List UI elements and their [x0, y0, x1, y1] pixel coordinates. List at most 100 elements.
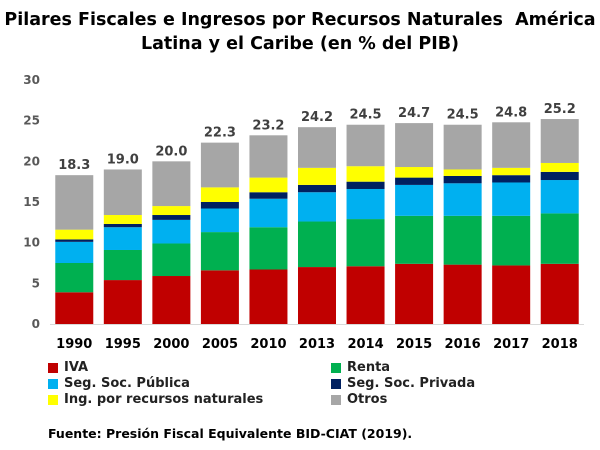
- bar-segment: [443, 169, 482, 176]
- x-tick-label: 1990: [56, 337, 92, 352]
- legend-label: Otros: [347, 392, 388, 407]
- bar-segment: [492, 215, 531, 266]
- bar-segment: [492, 167, 531, 176]
- bar-segment: [103, 215, 142, 224]
- bar-segment: [200, 208, 239, 233]
- bar-segment: [200, 187, 239, 202]
- bar-segment: [346, 181, 385, 189]
- bar-segment: [152, 219, 191, 244]
- x-tick-label: 2016: [445, 337, 481, 352]
- total-label: 20.0: [155, 144, 187, 159]
- bar-segment: [103, 280, 142, 324]
- x-axis: 1990 1995 2000 2005 2010 2013 2014 2015 2016 2017…: [50, 324, 584, 352]
- bar-segment: [540, 162, 579, 172]
- bar-segment: [443, 124, 482, 170]
- bar-segment: [540, 263, 579, 324]
- bar-segment: [55, 241, 94, 263]
- total-label: 25.2: [544, 102, 576, 117]
- total-label: 22.3: [204, 126, 236, 141]
- total-label: 24.7: [398, 106, 430, 121]
- bar-segment: [103, 223, 142, 228]
- x-tick-label: 2005: [202, 337, 238, 352]
- legend-swatch: [331, 394, 341, 405]
- total-label: 24.5: [350, 108, 382, 123]
- bar-segment: [152, 206, 191, 216]
- bar-segment: [540, 119, 579, 163]
- total-labels: 18.3 19.0 20.0 22.3 23.2 24.2 24.5 24.7 24.5 24.8…: [58, 102, 576, 173]
- legend-label: IVA: [64, 360, 89, 375]
- x-tick-label: 2018: [542, 337, 578, 352]
- legend-swatch: [48, 394, 58, 405]
- bar-segment: [395, 215, 434, 264]
- y-tick-label: 0: [32, 317, 40, 331]
- bar-segment: [152, 215, 191, 220]
- total-label: 24.5: [447, 108, 479, 123]
- total-label: 19.0: [107, 152, 139, 167]
- bar-segment: [346, 266, 385, 324]
- bar-segment: [298, 167, 336, 185]
- bar-segment: [443, 264, 482, 324]
- bar-segment: [298, 127, 336, 168]
- legend-swatch: [331, 378, 341, 389]
- total-label: 24.8: [495, 105, 527, 120]
- bar-segment: [346, 188, 385, 220]
- legend-item-iva: IVA: [48, 360, 88, 375]
- y-tick-label: 20: [23, 154, 40, 168]
- bar-segment: [492, 182, 531, 216]
- bar-segment: [395, 123, 434, 168]
- bar-segment: [200, 232, 239, 271]
- legend-item-otros: Otros: [331, 392, 387, 407]
- bar-segment: [55, 239, 94, 242]
- bar-segment: [540, 213, 579, 264]
- bar-segment: [249, 269, 288, 324]
- bar-segment: [443, 175, 482, 184]
- bar-segment: [298, 184, 336, 193]
- legend-item-seg-soc-publica: Seg. Soc. Pública: [48, 376, 190, 391]
- bar-segment: [200, 202, 239, 209]
- total-label: 18.3: [58, 158, 90, 173]
- chart-title-line: Pilares Fiscales e Ingresos por Recursos…: [4, 10, 596, 30]
- bar-segment: [200, 142, 239, 188]
- bar-segment: [55, 229, 94, 240]
- bar-segment: [540, 180, 579, 214]
- bar-segment: [346, 166, 385, 182]
- legend-item-recursos-naturales: Ing. por recursos naturales: [48, 392, 263, 407]
- x-tick-label: 2017: [493, 337, 529, 352]
- legend-swatch: [48, 362, 58, 373]
- bar-segment: [492, 265, 531, 324]
- total-label: 23.2: [252, 118, 284, 133]
- bar-segment: [443, 183, 482, 216]
- bar-segment: [298, 192, 336, 222]
- chart-title: Pilares Fiscales e Ingresos por Recursos…: [0, 8, 600, 56]
- bar-segment: [249, 177, 288, 193]
- bar-segment: [55, 263, 94, 293]
- bars: [55, 119, 579, 324]
- bar-segment: [395, 184, 434, 216]
- y-tick-label: 15: [23, 195, 40, 209]
- bar-segment: [103, 227, 142, 250]
- bar-segment: [298, 267, 336, 324]
- total-label: 24.2: [301, 110, 333, 125]
- bar-segment: [249, 135, 288, 178]
- bar-segment: [492, 122, 531, 168]
- bar-segment: [346, 124, 385, 167]
- legend-label: Seg. Soc. Pública: [64, 376, 190, 391]
- bar-segment: [200, 270, 239, 324]
- bar-segment: [152, 161, 191, 207]
- bar-segment: [492, 175, 531, 183]
- bar-segment: [55, 175, 94, 230]
- bar-segment: [55, 292, 94, 324]
- bar-segment: [395, 263, 434, 324]
- legend-label: Ing. por recursos naturales: [64, 392, 264, 407]
- y-tick-label: 25: [23, 114, 40, 128]
- legend-item-renta: Renta: [331, 360, 390, 375]
- bar-segment: [152, 243, 191, 277]
- chart-title-line: Latina y el Caribe (en % del PIB): [140, 34, 460, 54]
- bar-segment: [346, 219, 385, 267]
- x-tick-label: 2000: [153, 337, 189, 352]
- x-tick-label: 2013: [299, 337, 335, 352]
- bar-segment: [395, 167, 434, 178]
- legend-item-seg-soc-privada: Seg. Soc. Privada: [331, 376, 475, 391]
- legend-swatch: [331, 362, 341, 373]
